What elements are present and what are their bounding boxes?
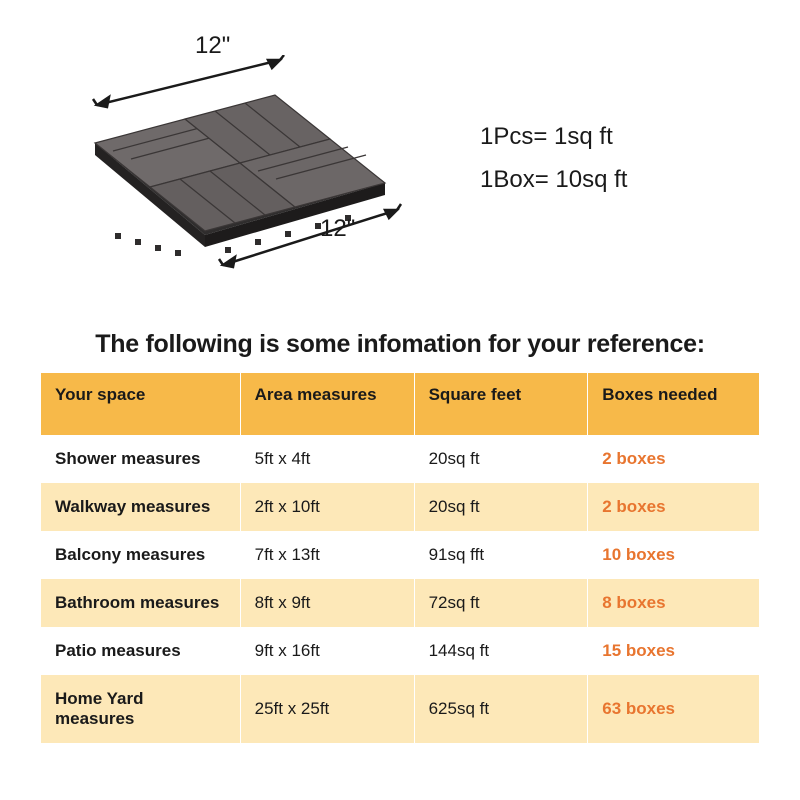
- cell-boxes: 63 boxes: [588, 675, 759, 743]
- product-diagram: 12" 12" 1Pcs= 1sq ft 1Box= 10sq ft: [0, 0, 800, 320]
- cell-area: 8ft x 9ft: [241, 579, 414, 627]
- cell-space: Bathroom measures: [41, 579, 240, 627]
- cell-area: 5ft x 4ft: [241, 435, 414, 483]
- cell-area: 25ft x 25ft: [241, 675, 414, 743]
- cell-space: Shower measures: [41, 435, 240, 483]
- cell-area: 7ft x 13ft: [241, 531, 414, 579]
- cell-space: Home Yard measures: [41, 675, 240, 743]
- info-line-box: 1Box= 10sq ft: [480, 158, 627, 201]
- cell-sqft: 144sq ft: [415, 627, 588, 675]
- cell-space: Patio measures: [41, 627, 240, 675]
- coverage-info: 1Pcs= 1sq ft 1Box= 10sq ft: [480, 115, 627, 201]
- cell-space: Balcony measures: [41, 531, 240, 579]
- header-square-feet: Square feet: [415, 373, 588, 435]
- table-row: Home Yard measures25ft x 25ft625sq ft63 …: [41, 675, 759, 743]
- table-row: Walkway measures2ft x 10ft20sq ft2 boxes: [41, 483, 759, 531]
- table-header-row: Your space Area measures Square feet Box…: [41, 373, 759, 435]
- table-row: Shower measures5ft x 4ft20sq ft2 boxes: [41, 435, 759, 483]
- cell-boxes: 15 boxes: [588, 627, 759, 675]
- header-boxes-needed: Boxes needed: [588, 373, 759, 435]
- table-row: Bathroom measures8ft x 9ft72sq ft8 boxes: [41, 579, 759, 627]
- cell-sqft: 625sq ft: [415, 675, 588, 743]
- reference-table-title: The following is some infomation for you…: [0, 330, 800, 359]
- cell-space: Walkway measures: [41, 483, 240, 531]
- cell-sqft: 72sq ft: [415, 579, 588, 627]
- reference-table: Your space Area measures Square feet Box…: [40, 373, 760, 743]
- table-row: Balcony measures7ft x 13ft91sq fft10 box…: [41, 531, 759, 579]
- dimension-label-width: 12": [195, 32, 230, 60]
- cell-area: 2ft x 10ft: [241, 483, 414, 531]
- cell-boxes: 2 boxes: [588, 483, 759, 531]
- info-line-pcs: 1Pcs= 1sq ft: [480, 115, 627, 158]
- header-area-measures: Area measures: [241, 373, 414, 435]
- header-your-space: Your space: [41, 373, 240, 435]
- cell-sqft: 20sq ft: [415, 483, 588, 531]
- cell-sqft: 91sq fft: [415, 531, 588, 579]
- tile-illustration: [55, 55, 415, 315]
- cell-sqft: 20sq ft: [415, 435, 588, 483]
- cell-area: 9ft x 16ft: [241, 627, 414, 675]
- dimension-label-depth: 12": [320, 215, 355, 243]
- cell-boxes: 10 boxes: [588, 531, 759, 579]
- table-row: Patio measures9ft x 16ft144sq ft15 boxes: [41, 627, 759, 675]
- cell-boxes: 2 boxes: [588, 435, 759, 483]
- cell-boxes: 8 boxes: [588, 579, 759, 627]
